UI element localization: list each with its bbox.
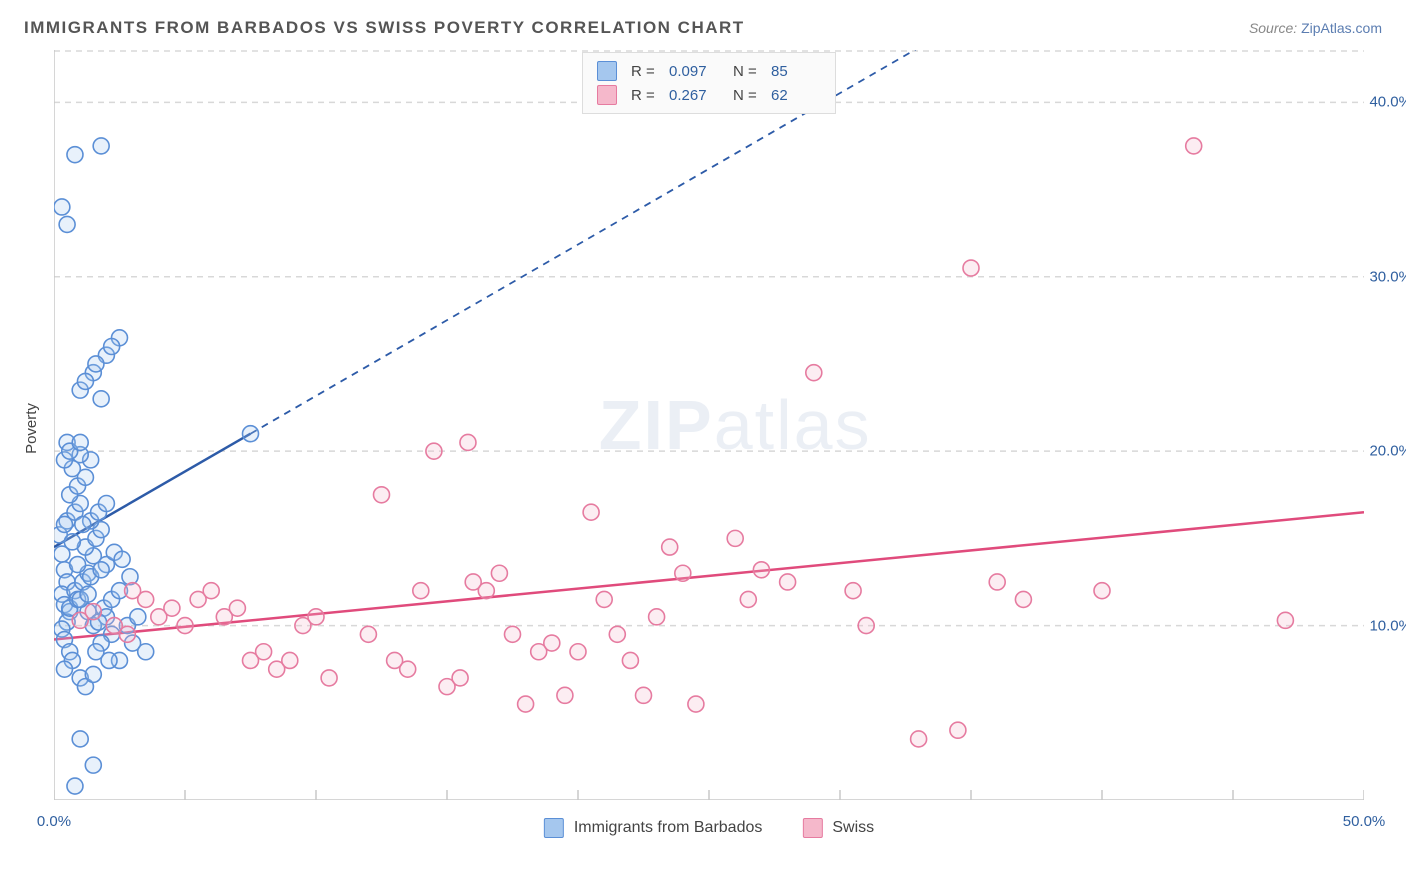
x-tick-label: 50.0% (1343, 813, 1386, 830)
legend-stats-row: R = 0.267 N = 62 (597, 83, 821, 107)
source-prefix: Source: (1249, 20, 1301, 36)
source-credit: Source: ZipAtlas.com (1249, 20, 1382, 36)
legend-stats: R = 0.097 N = 85 R = 0.267 N = 62 (582, 52, 836, 114)
n-value-2: 62 (771, 87, 821, 104)
y-tick-label: 30.0% (1369, 268, 1406, 285)
chart-title: IMMIGRANTS FROM BARBADOS VS SWISS POVERT… (24, 18, 745, 38)
n-label: N = (733, 63, 757, 80)
plot-area: ZIPatlas R = 0.097 N = 85 R = 0.267 N = … (54, 50, 1364, 800)
scatter-chart (54, 50, 1364, 800)
legend-series: Immigrants from Barbados Swiss (544, 818, 874, 838)
n-value-1: 85 (771, 63, 821, 80)
r-label: R = (631, 87, 655, 104)
swatch-series-2b (802, 818, 822, 838)
swatch-series-1 (597, 61, 617, 81)
swatch-series-1b (544, 818, 564, 838)
r-label: R = (631, 63, 655, 80)
y-tick-label: 10.0% (1369, 617, 1406, 634)
source-link[interactable]: ZipAtlas.com (1301, 20, 1382, 36)
r-value-2: 0.267 (669, 87, 719, 104)
legend-label-2: Swiss (832, 819, 874, 837)
legend-item: Immigrants from Barbados (544, 818, 763, 838)
n-label: N = (733, 87, 757, 104)
y-tick-label: 20.0% (1369, 443, 1406, 460)
chart-header: IMMIGRANTS FROM BARBADOS VS SWISS POVERT… (24, 18, 1382, 38)
swatch-series-2 (597, 85, 617, 105)
y-axis-label: Poverty (23, 403, 40, 454)
legend-label-1: Immigrants from Barbados (574, 819, 763, 837)
legend-item: Swiss (802, 818, 874, 838)
y-tick-label: 40.0% (1369, 94, 1406, 111)
legend-stats-row: R = 0.097 N = 85 (597, 59, 821, 83)
x-tick-label: 0.0% (37, 813, 71, 830)
r-value-1: 0.097 (669, 63, 719, 80)
